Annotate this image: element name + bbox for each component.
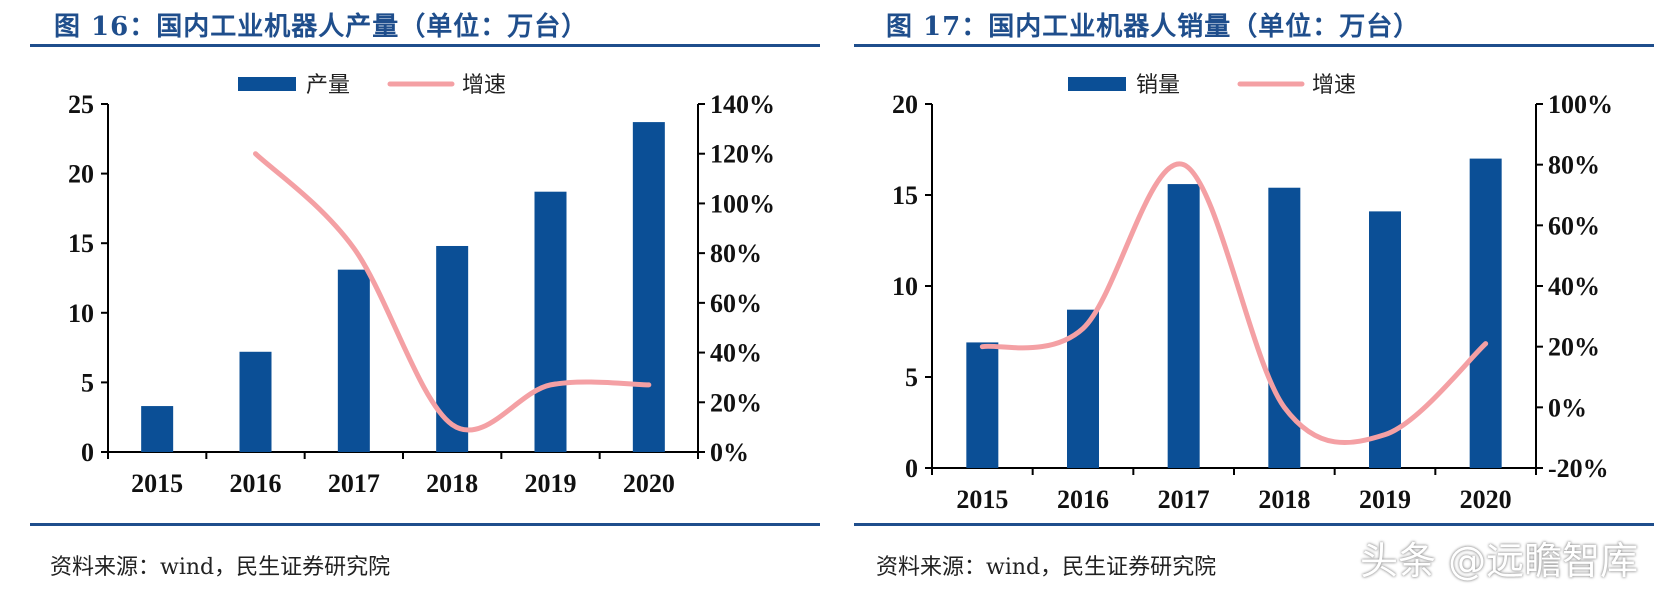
bar <box>141 406 174 452</box>
chart-production-svg: 0 5 10 15 20 25 0% 20% 40% 60% 80% 100% 120% 140% 2015… <box>68 73 775 498</box>
y-tick-label-right: -20% <box>1548 454 1609 483</box>
y-tick-label-right: 40% <box>710 339 762 368</box>
bar <box>436 245 469 452</box>
source-divider <box>30 523 820 526</box>
chart-title: 图 17：国内工业机器人销量（单位：万台） <box>886 12 1421 42</box>
x-tick-label: 2016 <box>230 469 282 498</box>
legend-swatch-bar <box>1068 77 1126 91</box>
y-tick-label-right: 120% <box>710 140 775 169</box>
y-tick-label-left: 5 <box>905 363 918 392</box>
y-tick-label-right: 100% <box>710 189 775 218</box>
x-tick-label: 2018 <box>1258 485 1310 514</box>
y-tick-label-right: 60% <box>1548 211 1600 240</box>
y-tick-label-left: 0 <box>905 454 918 483</box>
chart-sales-svg: 0 5 10 15 20 -20% 0% 20% 40% 60% 80% 100% 2015 2016 20… <box>892 73 1613 514</box>
bar <box>966 342 999 468</box>
bar <box>1067 309 1099 468</box>
watermark: 头条 @远瞻智库 <box>1360 539 1639 583</box>
x-tick-label: 2017 <box>328 469 380 498</box>
chart-panel-sales: 图 17：国内工业机器人销量（单位：万台） 0 5 10 15 20 -20% 0% 20% 4… <box>840 0 1680 590</box>
y-tick-label-right: 80% <box>1548 151 1600 180</box>
source-note: 资料来源：wind，民生证券研究院 <box>876 555 1217 580</box>
x-tick-label: 2017 <box>1158 485 1210 514</box>
source-divider <box>854 523 1654 526</box>
x-tick-label: 2015 <box>131 469 183 498</box>
y-tick-label-left: 10 <box>892 272 918 301</box>
growth-line <box>253 151 652 433</box>
title-divider <box>30 44 820 47</box>
x-tick-label: 2020 <box>1460 485 1512 514</box>
bar <box>1167 184 1200 468</box>
bar <box>337 269 370 452</box>
y-tick-label-right: 20% <box>710 388 762 417</box>
x-tick-label: 2019 <box>1359 485 1411 514</box>
growth-line <box>979 161 1489 446</box>
bar <box>1268 187 1301 468</box>
bar <box>1469 158 1502 468</box>
bar <box>239 351 272 452</box>
y-tick-label-right: 80% <box>710 239 762 268</box>
title-divider <box>854 44 1654 47</box>
y-tick-label-right: 100% <box>1548 90 1613 119</box>
y-tick-label-left: 5 <box>81 368 94 397</box>
chart-panel-production: 图 16：国内工业机器人产量（单位：万台） 0 5 10 15 20 25 0% 20% 40%… <box>30 12 820 580</box>
source-note: 资料来源：wind，民生证券研究院 <box>50 555 391 580</box>
y-tick-label-left: 20 <box>892 90 918 119</box>
y-tick-label-right: 0% <box>710 438 749 467</box>
y-tick-label-right: 140% <box>710 90 775 119</box>
y-tick-label-right: 0% <box>1548 393 1587 422</box>
x-tick-label: 2015 <box>956 485 1008 514</box>
x-tick-label: 2018 <box>426 469 478 498</box>
legend-label-bar: 销量 <box>1136 73 1180 98</box>
y-tick-label-left: 15 <box>892 181 918 210</box>
x-tick-label: 2016 <box>1057 485 1109 514</box>
x-tick-label: 2020 <box>623 469 675 498</box>
legend-label-line: 增速 <box>462 73 506 98</box>
y-tick-label-right: 40% <box>1548 272 1600 301</box>
y-tick-label-left: 25 <box>68 90 94 119</box>
legend-label-bar: 产量 <box>306 73 350 98</box>
bar <box>534 191 567 453</box>
y-tick-label-left: 15 <box>68 229 94 258</box>
bar <box>632 122 665 452</box>
y-tick-label-right: 20% <box>1548 333 1600 362</box>
y-tick-label-left: 20 <box>68 160 94 189</box>
legend-swatch-bar <box>238 77 296 91</box>
legend-label-line: 增速 <box>1312 73 1356 98</box>
y-tick-label-left: 0 <box>81 438 94 467</box>
y-tick-label-left: 10 <box>68 299 94 328</box>
x-tick-label: 2019 <box>525 469 577 498</box>
chart-title: 图 16：国内工业机器人产量（单位：万台） <box>54 12 589 42</box>
y-tick-label-right: 60% <box>710 289 762 318</box>
bar <box>1369 211 1401 468</box>
